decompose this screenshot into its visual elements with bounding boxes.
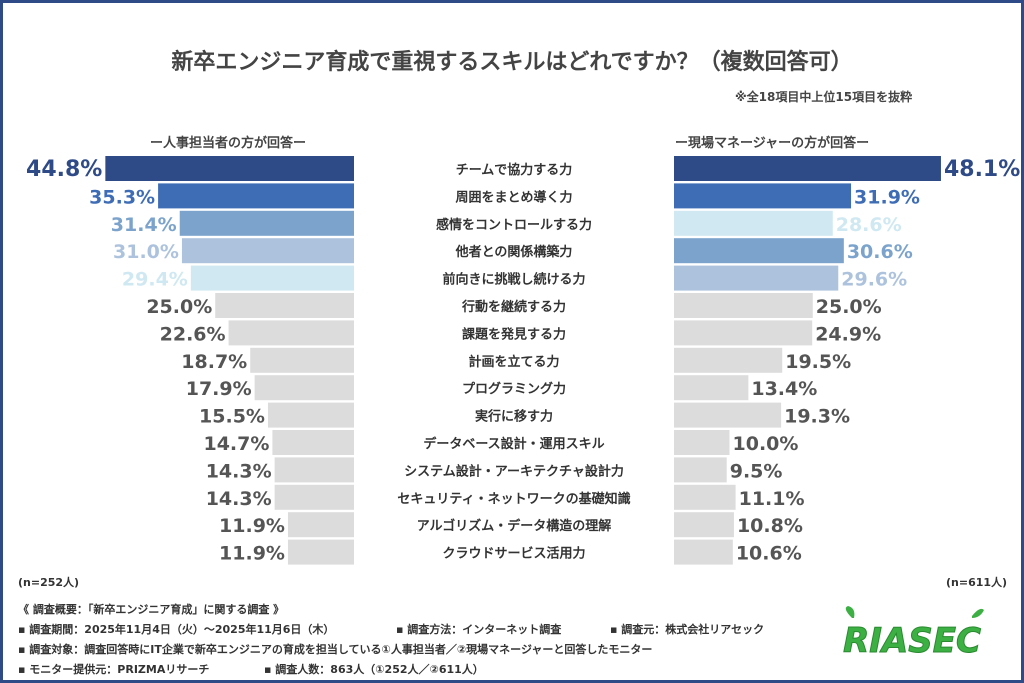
left-bar [228, 320, 354, 346]
left-value-label: 31.4% [111, 214, 177, 236]
category-label: データベース設計・運用スキル [423, 436, 604, 452]
left-bar [215, 293, 354, 318]
right-sample-size: (n=611人) [946, 576, 1008, 589]
left-bar [272, 430, 354, 455]
right-value-label: 11.1% [739, 488, 805, 510]
right-value-label: 24.9% [815, 323, 881, 345]
left-bar [274, 484, 354, 510]
category-label: システム設計・アーキテクチャ設計力 [404, 463, 624, 479]
category-label: チームで協力する力 [456, 162, 573, 178]
left-value-label: 31.0% [113, 241, 179, 263]
right-value-label: 29.6% [841, 269, 907, 291]
right-value-label: 28.6% [836, 214, 902, 236]
right-series-header: ー現場マネージャーの方が回答ー [675, 136, 870, 151]
survey-provider: ▪ モニター提供元：PRIZMAリサーチ [18, 663, 210, 676]
right-bar [674, 293, 813, 318]
left-value-label: 35.3% [89, 186, 155, 208]
right-value-label: 19.5% [785, 351, 851, 373]
right-bar [674, 539, 733, 565]
right-value-label: 19.3% [784, 406, 850, 428]
right-bar [674, 156, 941, 181]
left-bar [274, 457, 354, 483]
category-label: アルゴリズム・データ構造の理解 [417, 518, 612, 534]
right-value-label: 48.1% [944, 157, 1020, 182]
right-value-label: 31.9% [854, 186, 920, 208]
left-bar [250, 347, 354, 373]
category-label: 行動を継続する力 [461, 299, 566, 315]
category-label: 前向きに挑戦し続ける力 [442, 272, 585, 288]
category-label: 実行に移す力 [475, 409, 553, 425]
right-bar [674, 320, 813, 346]
right-bar [674, 402, 782, 428]
category-label: 計画を立てる力 [468, 354, 559, 370]
left-sample-size: (n=252人) [18, 576, 80, 589]
right-value-label: 9.5% [730, 460, 783, 482]
survey-heading: 《 調査概要：「新卒エンジニア育成」に関する調査 》 [18, 603, 285, 616]
left-bar [190, 265, 354, 291]
right-bar [674, 457, 727, 483]
category-label: クラウドサービス活用力 [442, 546, 585, 562]
left-bar [179, 210, 354, 236]
survey-target: ▪ 調査対象：調査回答時にIT企業で新卒エンジニアの育成を担当している①人事担当… [18, 643, 653, 656]
right-bar [674, 375, 749, 401]
category-label: プログラミング力 [462, 381, 566, 397]
category-label: 他者との関係構築力 [455, 244, 573, 260]
chart-title: 新卒エンジニア育成で重視するスキルはどれですか？（複数回答可） [171, 50, 853, 75]
left-value-label: 18.7% [181, 351, 247, 373]
survey-count: ▪ 調査人数：863人（①252人／②611人） [264, 663, 484, 676]
right-value-label: 25.0% [816, 296, 882, 318]
right-bar [674, 430, 730, 455]
left-value-label: 29.4% [122, 269, 188, 291]
right-bar [674, 265, 839, 291]
right-value-label: 10.6% [736, 543, 802, 565]
category-label: セキュリティ・ネットワークの基礎知識 [397, 491, 630, 507]
right-bar [674, 512, 734, 538]
right-value-label: 30.6% [847, 241, 913, 263]
left-value-label: 14.3% [206, 460, 272, 482]
category-label: 周囲をまとめ導く力 [455, 189, 572, 205]
left-series-header: ー人事担当者の方が回答ー [150, 136, 307, 151]
left-value-label: 11.9% [219, 543, 285, 565]
left-value-label: 44.8% [26, 157, 102, 182]
left-bar [181, 238, 354, 264]
left-value-label: 14.7% [203, 433, 269, 455]
left-bar [287, 539, 354, 565]
left-bar [158, 183, 354, 209]
right-value-label: 10.8% [737, 515, 803, 537]
right-bar [674, 238, 844, 264]
right-bar [674, 183, 852, 209]
right-value-label: 10.0% [733, 433, 799, 455]
left-value-label: 15.5% [199, 406, 265, 428]
right-value-label: 13.4% [751, 378, 817, 400]
chart-note: ※全18項目中上位15項目を抜粋 [735, 90, 913, 104]
left-value-label: 17.9% [186, 378, 252, 400]
left-bar [254, 375, 354, 401]
survey-method: ▪ 調査方法：インターネット調査 [396, 623, 562, 636]
right-bar [674, 210, 833, 236]
left-value-label: 22.6% [160, 323, 226, 345]
left-bar [267, 402, 354, 428]
left-bar [287, 512, 354, 538]
svg-text:RIASEC: RIASEC [843, 621, 981, 661]
left-value-label: 25.0% [146, 296, 212, 318]
left-value-label: 11.9% [219, 515, 285, 537]
right-bar [674, 484, 736, 510]
category-label: 感情をコントロールする力 [436, 217, 592, 233]
left-bar [105, 156, 354, 181]
survey-source: ▪ 調査元：株式会社リアセック [610, 623, 765, 636]
riasec-logo: RIASEC [843, 606, 984, 662]
left-value-label: 14.3% [206, 488, 272, 510]
right-bar [674, 347, 783, 373]
category-label: 課題を発見する力 [462, 326, 566, 342]
survey-period: ▪ 調査期間：2025年11月4日（火）～2025年11月6日（木） [18, 623, 335, 636]
